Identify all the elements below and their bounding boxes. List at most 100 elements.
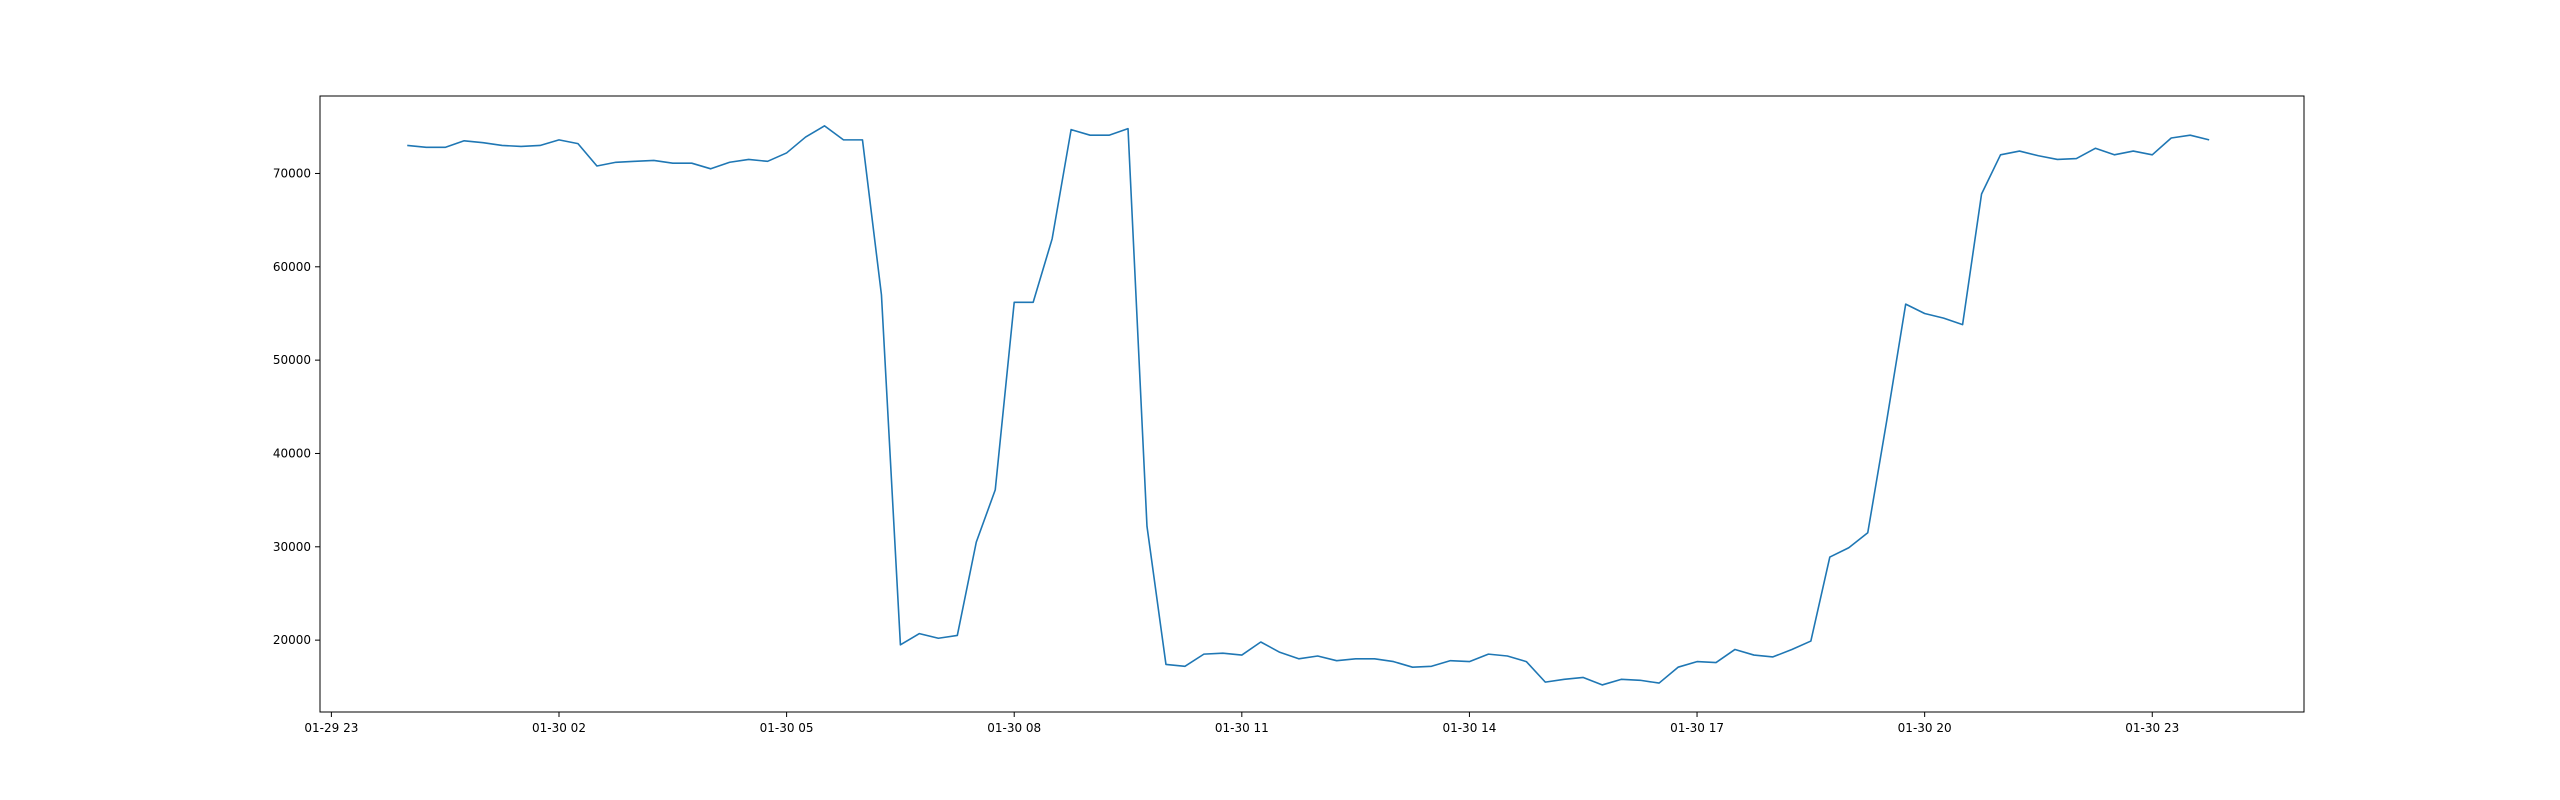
data-point	[1943, 317, 1945, 319]
data-point	[672, 162, 674, 164]
data-point	[1507, 655, 1509, 657]
data-point	[2095, 147, 2097, 149]
data-point	[1070, 129, 1072, 131]
data-point	[1526, 661, 1528, 663]
data-point	[2057, 159, 2059, 161]
data-point	[843, 139, 845, 141]
data-point	[1184, 665, 1186, 667]
data-point	[1905, 303, 1907, 305]
data-point	[1051, 238, 1053, 240]
x-tick-label: 01-30 23	[2125, 721, 2179, 735]
data-point	[2038, 155, 2040, 157]
x-tick-label: 01-30 02	[532, 721, 586, 735]
data-point	[1829, 556, 1831, 558]
data-point	[1469, 661, 1471, 663]
x-tick-label: 01-30 20	[1898, 721, 1952, 735]
data-point	[1108, 134, 1110, 136]
data-point	[1734, 649, 1736, 651]
data-point	[1146, 525, 1148, 527]
data-point	[1279, 651, 1281, 653]
data-point	[653, 160, 655, 162]
data-point	[2019, 150, 2021, 152]
data-point	[994, 489, 996, 491]
data-point	[1431, 665, 1433, 667]
data-point	[1810, 640, 1812, 642]
data-point	[1924, 313, 1926, 315]
data-point	[1848, 547, 1850, 549]
data-point	[596, 165, 598, 167]
data-point	[2000, 154, 2002, 156]
data-point	[1412, 666, 1414, 668]
data-point	[482, 142, 484, 144]
data-point	[463, 140, 465, 142]
y-tick-label: 60000	[273, 260, 311, 274]
data-point	[558, 139, 560, 141]
data-point	[1450, 660, 1452, 662]
data-point	[1488, 653, 1490, 655]
series-line-0	[407, 125, 2210, 686]
data-point	[2076, 158, 2078, 160]
data-point	[1032, 301, 1034, 303]
y-tick-label: 40000	[273, 446, 311, 460]
data-point	[501, 145, 503, 147]
data-point	[881, 294, 883, 296]
data-point	[786, 152, 788, 154]
y-tick-label: 20000	[273, 633, 311, 647]
data-point	[1013, 301, 1015, 303]
data-point	[1222, 652, 1224, 654]
data-point	[1677, 666, 1679, 668]
data-point	[1165, 664, 1167, 666]
data-point	[1260, 641, 1262, 643]
plot-area: 01-29 23 01-30 02 01-30 05 01-30 08 01-30 11…	[273, 95, 2305, 735]
data-point	[1563, 679, 1565, 681]
y-tick-label: 50000	[273, 353, 311, 367]
data-point	[1601, 684, 1603, 686]
data-point	[1545, 681, 1547, 683]
data-point	[1298, 658, 1300, 660]
data-point	[615, 161, 617, 163]
x-tick-label: 01-30 11	[1215, 721, 1269, 735]
data-point	[2151, 154, 2153, 156]
data-point	[1582, 677, 1584, 679]
data-point	[1867, 532, 1869, 534]
y-tick-label: 30000	[273, 540, 311, 554]
data-point	[1696, 661, 1698, 663]
x-tick-label: 01-29 23	[304, 721, 358, 735]
data-point	[1374, 658, 1376, 660]
data-point	[1336, 660, 1338, 662]
data-point	[1715, 662, 1717, 664]
data-point	[1127, 128, 1129, 130]
data-point	[406, 145, 408, 147]
data-point	[1658, 682, 1660, 684]
data-point	[539, 145, 541, 147]
data-point	[1620, 679, 1622, 681]
data-point	[634, 161, 636, 163]
data-point	[1886, 420, 1888, 422]
x-tick-label: 01-30 17	[1670, 721, 1724, 735]
data-point	[748, 159, 750, 161]
data-point	[900, 644, 902, 646]
data-point	[919, 633, 921, 635]
data-point	[520, 146, 522, 148]
data-point	[577, 143, 579, 145]
data-point	[824, 125, 826, 127]
data-point	[2114, 154, 2116, 156]
data-point	[805, 136, 807, 138]
axes-frame	[319, 95, 2305, 713]
data-point	[1962, 324, 1964, 326]
data-point	[1241, 654, 1243, 656]
y-tick-label: 70000	[273, 166, 311, 180]
data-point	[957, 635, 959, 637]
data-point	[862, 139, 864, 141]
data-point	[1317, 655, 1319, 657]
data-point	[1753, 654, 1755, 656]
data-point	[1355, 658, 1357, 660]
x-tick-label: 01-30 08	[987, 721, 1041, 735]
data-point	[1393, 661, 1395, 663]
data-point	[2170, 137, 2172, 139]
data-point	[1639, 679, 1641, 681]
data-point	[1203, 653, 1205, 655]
data-point	[767, 161, 769, 163]
